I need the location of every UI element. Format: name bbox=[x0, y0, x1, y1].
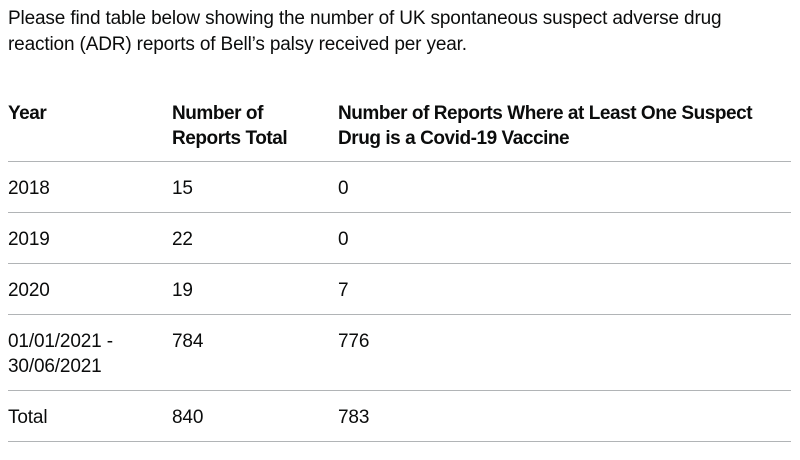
cell-covid-vaccine-reports: 7 bbox=[338, 263, 791, 315]
cell-covid-vaccine-reports: 776 bbox=[338, 314, 791, 391]
table-row: 2020 19 7 bbox=[8, 263, 791, 315]
table-row: 2018 15 0 bbox=[8, 161, 791, 213]
cell-total-reports: 19 bbox=[172, 263, 338, 315]
column-header-total-reports: Number of Reports Total bbox=[172, 101, 338, 162]
cell-year: 01/01/2021 - 30/06/2021 bbox=[8, 314, 172, 391]
page: Please find table below showing the numb… bbox=[8, 8, 791, 442]
cell-covid-vaccine-reports: 0 bbox=[338, 161, 791, 213]
cell-year: 2020 bbox=[8, 263, 172, 315]
adr-reports-table: Year Number of Reports Total Number of R… bbox=[8, 101, 791, 442]
header-row: Year Number of Reports Total Number of R… bbox=[8, 101, 791, 162]
cell-total-reports: 784 bbox=[172, 314, 338, 391]
column-header-year: Year bbox=[8, 101, 172, 162]
cell-covid-vaccine-reports: 783 bbox=[338, 390, 791, 442]
cell-total-reports: 22 bbox=[172, 212, 338, 264]
table-row: 01/01/2021 - 30/06/2021 784 776 bbox=[8, 314, 791, 391]
cell-total-reports: 840 bbox=[172, 390, 338, 442]
cell-year: 2019 bbox=[8, 212, 172, 264]
cell-year: Total bbox=[8, 390, 172, 442]
cell-total-reports: 15 bbox=[172, 161, 338, 213]
table-row-total: Total 840 783 bbox=[8, 390, 791, 442]
cell-year: 2018 bbox=[8, 161, 172, 213]
intro-text: Please find table below showing the numb… bbox=[8, 8, 722, 55]
column-header-covid-vaccine-reports: Number of Reports Where at Least One Sus… bbox=[338, 101, 791, 162]
cell-covid-vaccine-reports: 0 bbox=[338, 212, 791, 264]
table-row: 2019 22 0 bbox=[8, 212, 791, 264]
